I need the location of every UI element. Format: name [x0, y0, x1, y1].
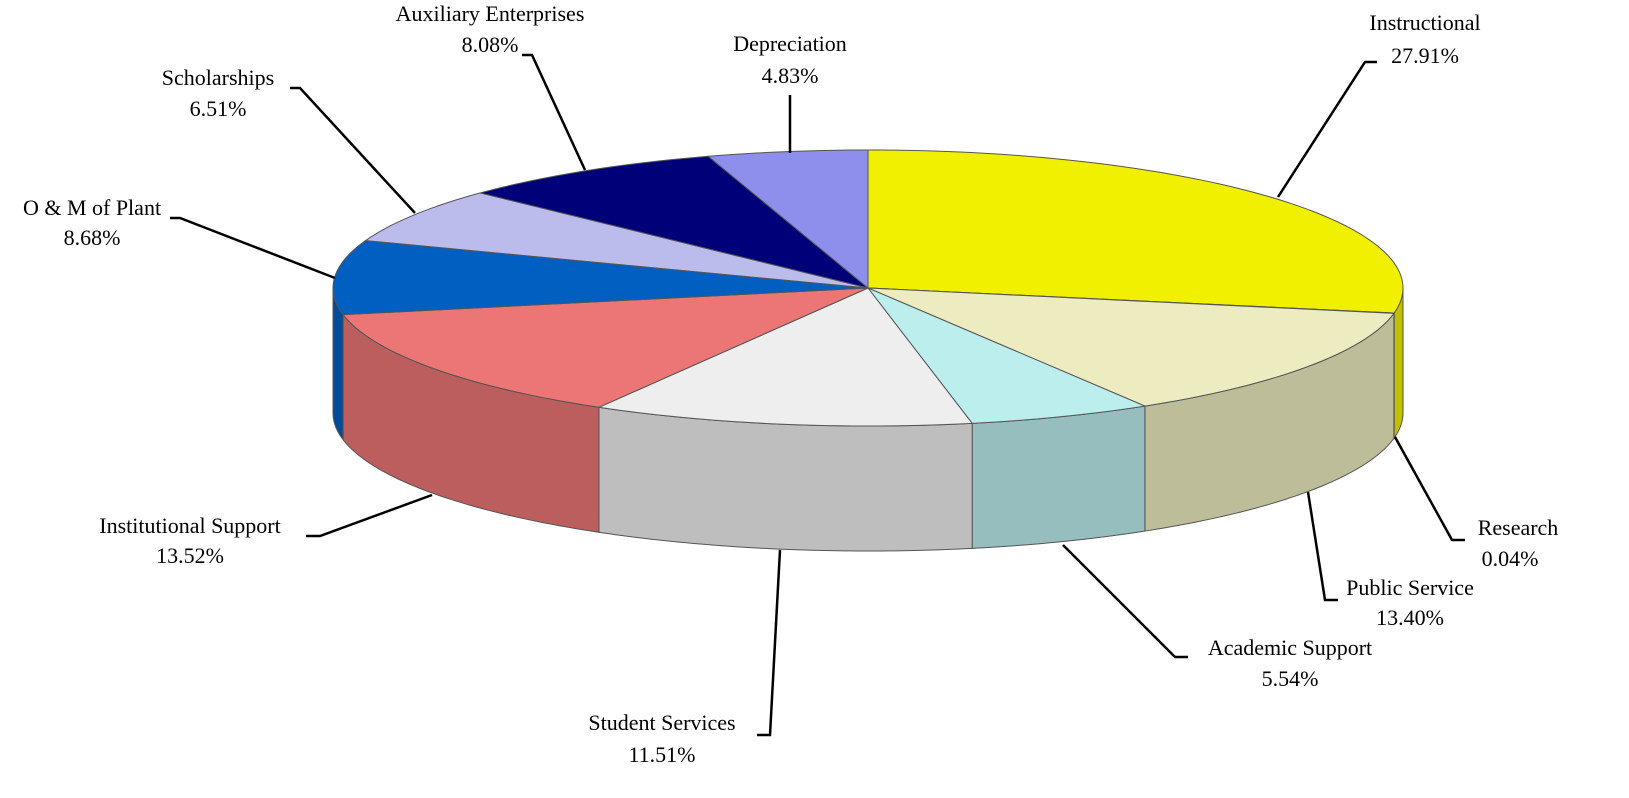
slice-value-label: 11.51% [628, 742, 695, 767]
slice-value-label: 5.54% [1262, 666, 1319, 691]
slice-value-label: 8.08% [462, 32, 519, 57]
leader-line [170, 216, 336, 280]
slice-side [598, 406, 973, 552]
slice-value-label: 13.40% [1376, 605, 1444, 630]
leader-line [1306, 491, 1338, 602]
leader-line [1276, 60, 1377, 198]
slice-label: Depreciation [733, 31, 847, 56]
slice-label: Public Service [1346, 575, 1474, 600]
leader-line [290, 86, 416, 214]
slice-value-label: 13.52% [156, 543, 224, 568]
slice [867, 149, 1404, 314]
slice-label: Scholarships [162, 65, 274, 90]
leader-line [1393, 436, 1465, 542]
leader-line [1062, 544, 1188, 659]
slice-side [971, 405, 1146, 549]
slice-label: Student Services [588, 710, 735, 735]
slice-label: Instructional [1369, 10, 1480, 35]
leader-line [522, 53, 587, 171]
slice [364, 192, 869, 289]
leader-line [757, 549, 782, 737]
slice [342, 287, 869, 408]
slice-value-label: 27.91% [1391, 43, 1459, 68]
slice-value-label: 0.04% [1482, 546, 1539, 571]
slice-value-label: 6.51% [190, 96, 247, 121]
leader-line [306, 493, 433, 538]
slice-label: Research [1478, 515, 1559, 540]
slice [480, 155, 869, 289]
slice-label: Auxiliary Enterprises [396, 1, 585, 26]
slice-label: Institutional Support [99, 513, 281, 538]
slice [706, 149, 869, 290]
slice-label: O & M of Plant [23, 195, 161, 220]
slice-value-label: 8.68% [64, 225, 121, 250]
slice [597, 287, 974, 427]
slice-label: Academic Support [1208, 635, 1372, 660]
slice [867, 287, 1395, 407]
slice [866, 286, 1147, 424]
slice-value-label: 4.83% [762, 63, 819, 88]
